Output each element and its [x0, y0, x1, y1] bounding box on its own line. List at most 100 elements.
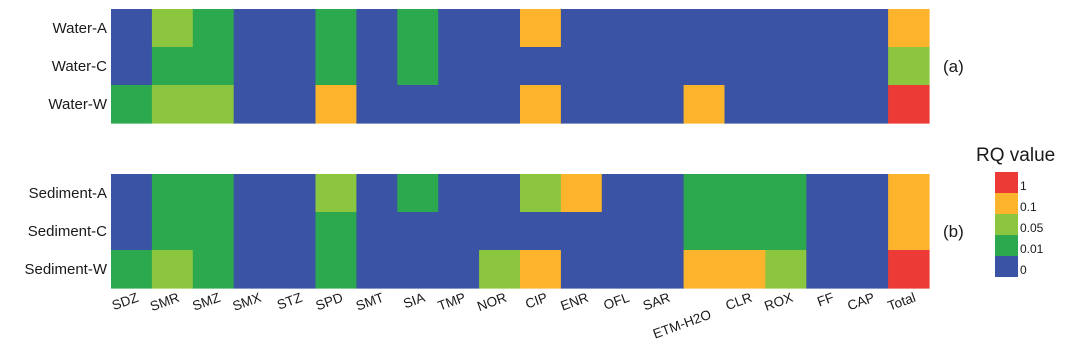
heatmap-cell [847, 250, 889, 289]
column-label: SDZ [110, 290, 141, 313]
column-label: TMP [436, 290, 468, 314]
heatmap-cell [520, 174, 562, 213]
heatmap-cell [847, 9, 889, 48]
heatmap-cell [806, 174, 848, 213]
heatmap-cell [315, 250, 357, 289]
heatmap-cell [151, 174, 194, 213]
heatmap-cell [765, 174, 807, 213]
heatmap-cell [888, 85, 930, 124]
heatmap-cell [683, 47, 726, 86]
column-label: SMR [148, 290, 182, 314]
heatmap-cell [847, 174, 889, 213]
heatmap-cell [724, 9, 766, 48]
heatmap-cell [765, 212, 807, 251]
heatmap-cell [765, 9, 807, 48]
heatmap-cell [356, 9, 398, 48]
heatmap-cell [560, 47, 603, 86]
column-label: ETM-H2O [651, 307, 713, 342]
heatmap-cell [111, 47, 153, 86]
heatmap-cell [438, 85, 480, 124]
heatmap-cell [601, 85, 644, 124]
heatmap-cell [847, 85, 889, 124]
heatmap-cell [560, 9, 603, 48]
legend-swatch [995, 256, 1018, 277]
legend-swatch [995, 214, 1018, 235]
heatmap-cell [806, 85, 848, 124]
column-label: ENR [558, 290, 590, 314]
column-label: STZ [275, 290, 304, 313]
heatmap-cell [683, 250, 726, 289]
heatmap-cell [888, 212, 930, 251]
heatmap-cell [397, 250, 439, 289]
heatmap-cell [397, 47, 439, 86]
column-label: CAP [845, 290, 876, 314]
column-labels: SDZ SMR SMZ SMX STZ SPD SMT SIA TMP NOR CIP ENR OFL S… [110, 290, 918, 342]
column-label: SMX [230, 290, 263, 314]
heatmap-cell [356, 85, 398, 124]
heatmap-cell [765, 250, 807, 289]
column-label: FF [815, 290, 836, 310]
heatmap-cell [438, 9, 480, 48]
heatmap-cell [847, 212, 889, 251]
heatmap-cell [111, 250, 153, 289]
heatmap-cell [397, 174, 439, 213]
heatmap-cell [151, 212, 194, 251]
heatmap-cell [233, 212, 276, 251]
heatmap-cell [888, 250, 930, 289]
heatmap-cell [683, 9, 726, 48]
heatmap-cell [397, 9, 439, 48]
heatmap-cell [438, 47, 480, 86]
heatmap-cell [601, 212, 644, 251]
heatmap-cell [356, 250, 398, 289]
heatmap-cell [724, 47, 766, 86]
row-label: Sediment-A [29, 185, 107, 202]
heatmap-cell [642, 85, 685, 124]
heatmap-cell [192, 212, 235, 251]
heatmap-cell [560, 174, 603, 213]
heatmap-cell [151, 9, 194, 48]
legend-swatch [995, 193, 1018, 214]
column-label: SPD [314, 290, 345, 314]
heatmap-cell [233, 85, 276, 124]
heatmap-cell [438, 174, 480, 213]
heatmap-cell [642, 174, 685, 213]
heatmap-cell [847, 47, 889, 86]
legend-title: RQ value [976, 145, 1055, 166]
heatmap-cell [438, 250, 480, 289]
row-labels: Water-A Water-C Water-W Sediment-A Sediment-… [24, 20, 107, 278]
heatmap-cell [520, 250, 562, 289]
heatmap-cell [274, 250, 317, 289]
heatmap-cell [642, 212, 685, 251]
heatmap-cell [520, 212, 562, 251]
heatmap-cell [274, 9, 317, 48]
column-label: CLR [724, 290, 755, 313]
heatmap-cell [356, 174, 398, 213]
column-label: SIA [401, 290, 427, 312]
heatmap-cell [479, 212, 521, 251]
heatmap-cell [479, 174, 521, 213]
heatmap-cell [888, 174, 930, 213]
heatmap-cell [560, 85, 603, 124]
panel-label: (a) [943, 57, 964, 76]
heatmap-cell [888, 9, 930, 48]
heatmap-cell [315, 85, 357, 124]
heatmap-cell [683, 212, 726, 251]
column-label: SMT [354, 290, 386, 314]
heatmap-cell [356, 47, 398, 86]
heatmap-cell [765, 47, 807, 86]
heatmap-cell [806, 212, 848, 251]
heatmap-cell [806, 9, 848, 48]
heatmap-cell [397, 85, 439, 124]
heatmap-cell [724, 174, 766, 213]
column-label: SMZ [190, 290, 222, 314]
heatmap-cell [479, 47, 521, 86]
heatmap-cell [724, 250, 766, 289]
heatmap-cell [315, 9, 357, 48]
heatmap-cell [274, 174, 317, 213]
legend-swatch [995, 235, 1018, 256]
heatmap-cell [274, 85, 317, 124]
heatmap-cell [315, 212, 357, 251]
heatmap-cell [724, 212, 766, 251]
